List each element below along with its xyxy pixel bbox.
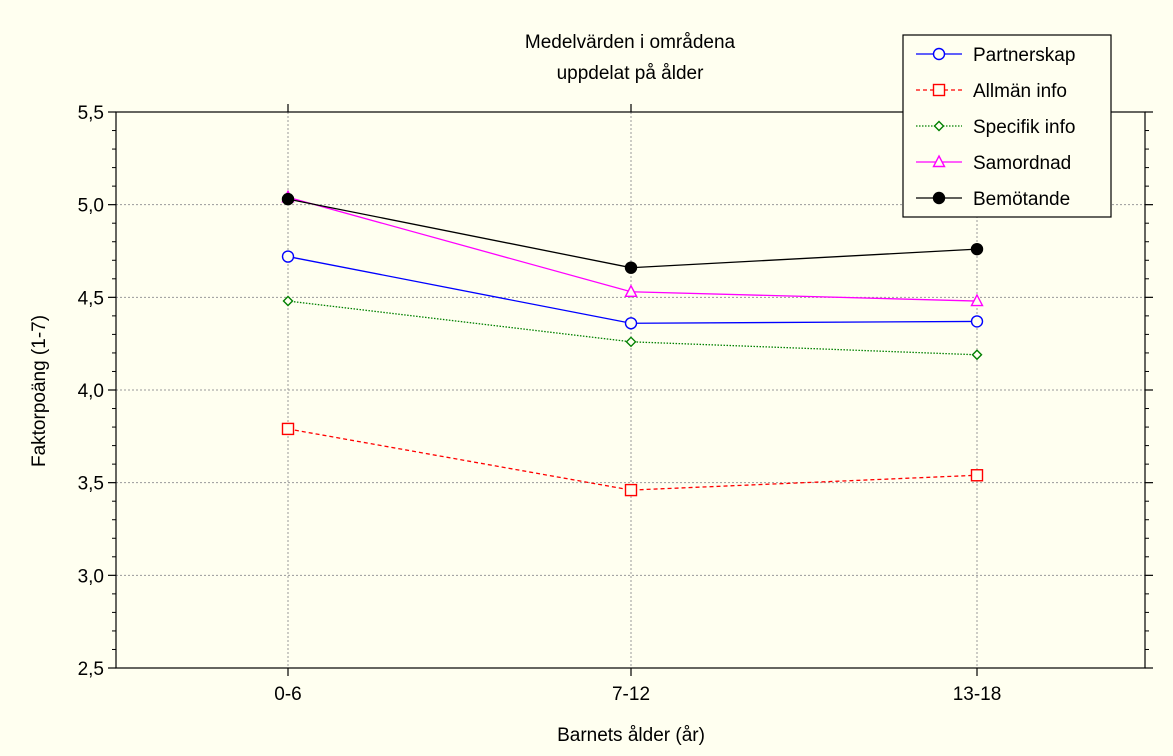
x-tick-label: 0-6	[274, 684, 301, 705]
chart-title-line-1: Medelvärden i områdena	[525, 32, 736, 53]
y-tick-label: 5,0	[78, 196, 104, 217]
y-tick-label: 4,5	[78, 288, 104, 309]
data-point	[281, 192, 295, 206]
legend-entry: Allmän info	[916, 81, 1067, 102]
y-tick-label: 3,5	[78, 474, 104, 495]
series-line	[287, 428, 978, 491]
y-axis-ticks: 2,5 3,0 3,5 4,0 4,5 5,0 5,5	[78, 103, 1153, 680]
legend: Partnerskap Allmän info Specifik info Samor…	[902, 34, 1112, 218]
legend-marker	[932, 83, 946, 97]
data-point	[971, 349, 983, 361]
data-point	[281, 250, 295, 263]
x-tick-label: 13-18	[953, 684, 1002, 705]
legend-marker	[932, 154, 946, 168]
y-tick-label: 4,0	[78, 381, 104, 402]
legend-marker	[932, 191, 946, 205]
x-axis-ticks: 0-6 7-12 13-18	[274, 104, 1001, 705]
legend-entry: Samordnad	[916, 153, 1071, 174]
data-point	[970, 242, 984, 256]
data-point	[624, 317, 638, 330]
legend-entry: Bemötande	[916, 189, 1070, 210]
data-point	[281, 422, 295, 436]
legend-marker	[933, 120, 945, 132]
series-line	[287, 196, 978, 302]
legend-marker	[932, 47, 946, 61]
y-tick-label: 2,5	[78, 659, 104, 680]
legend-label: Allmän info	[973, 81, 1067, 102]
y-tick-label: 5,5	[78, 103, 104, 124]
series-allm-n-info	[281, 422, 984, 497]
legend-label: Samordnad	[973, 153, 1071, 174]
data-point	[970, 315, 984, 328]
data-point	[624, 483, 638, 497]
legend-label: Bemötande	[973, 189, 1070, 210]
data-point	[970, 293, 984, 307]
x-axis-label: Barnets ålder (år)	[557, 725, 705, 746]
data-point	[625, 336, 637, 348]
data-point	[624, 261, 638, 274]
series-layer	[281, 189, 984, 497]
series-samordnad	[281, 189, 984, 307]
y-axis-label: Faktorpoäng (1-7)	[29, 315, 50, 467]
legend-entry: Partnerskap	[916, 45, 1075, 66]
x-tick-label: 7-12	[612, 684, 650, 705]
data-point	[282, 295, 294, 307]
series-specifik-info	[282, 295, 983, 361]
chart-title-line-2: uppdelat på ålder	[557, 63, 705, 84]
legend-label: Partnerskap	[973, 45, 1075, 66]
legend-entry: Specifik info	[916, 117, 1075, 138]
series-partnerskap	[281, 250, 984, 330]
data-point	[970, 469, 984, 482]
legend-label: Specifik info	[973, 117, 1075, 138]
y-tick-label: 3,0	[78, 566, 104, 587]
data-point	[624, 284, 638, 297]
series-bem-tande	[281, 192, 984, 274]
series-line	[287, 198, 978, 269]
